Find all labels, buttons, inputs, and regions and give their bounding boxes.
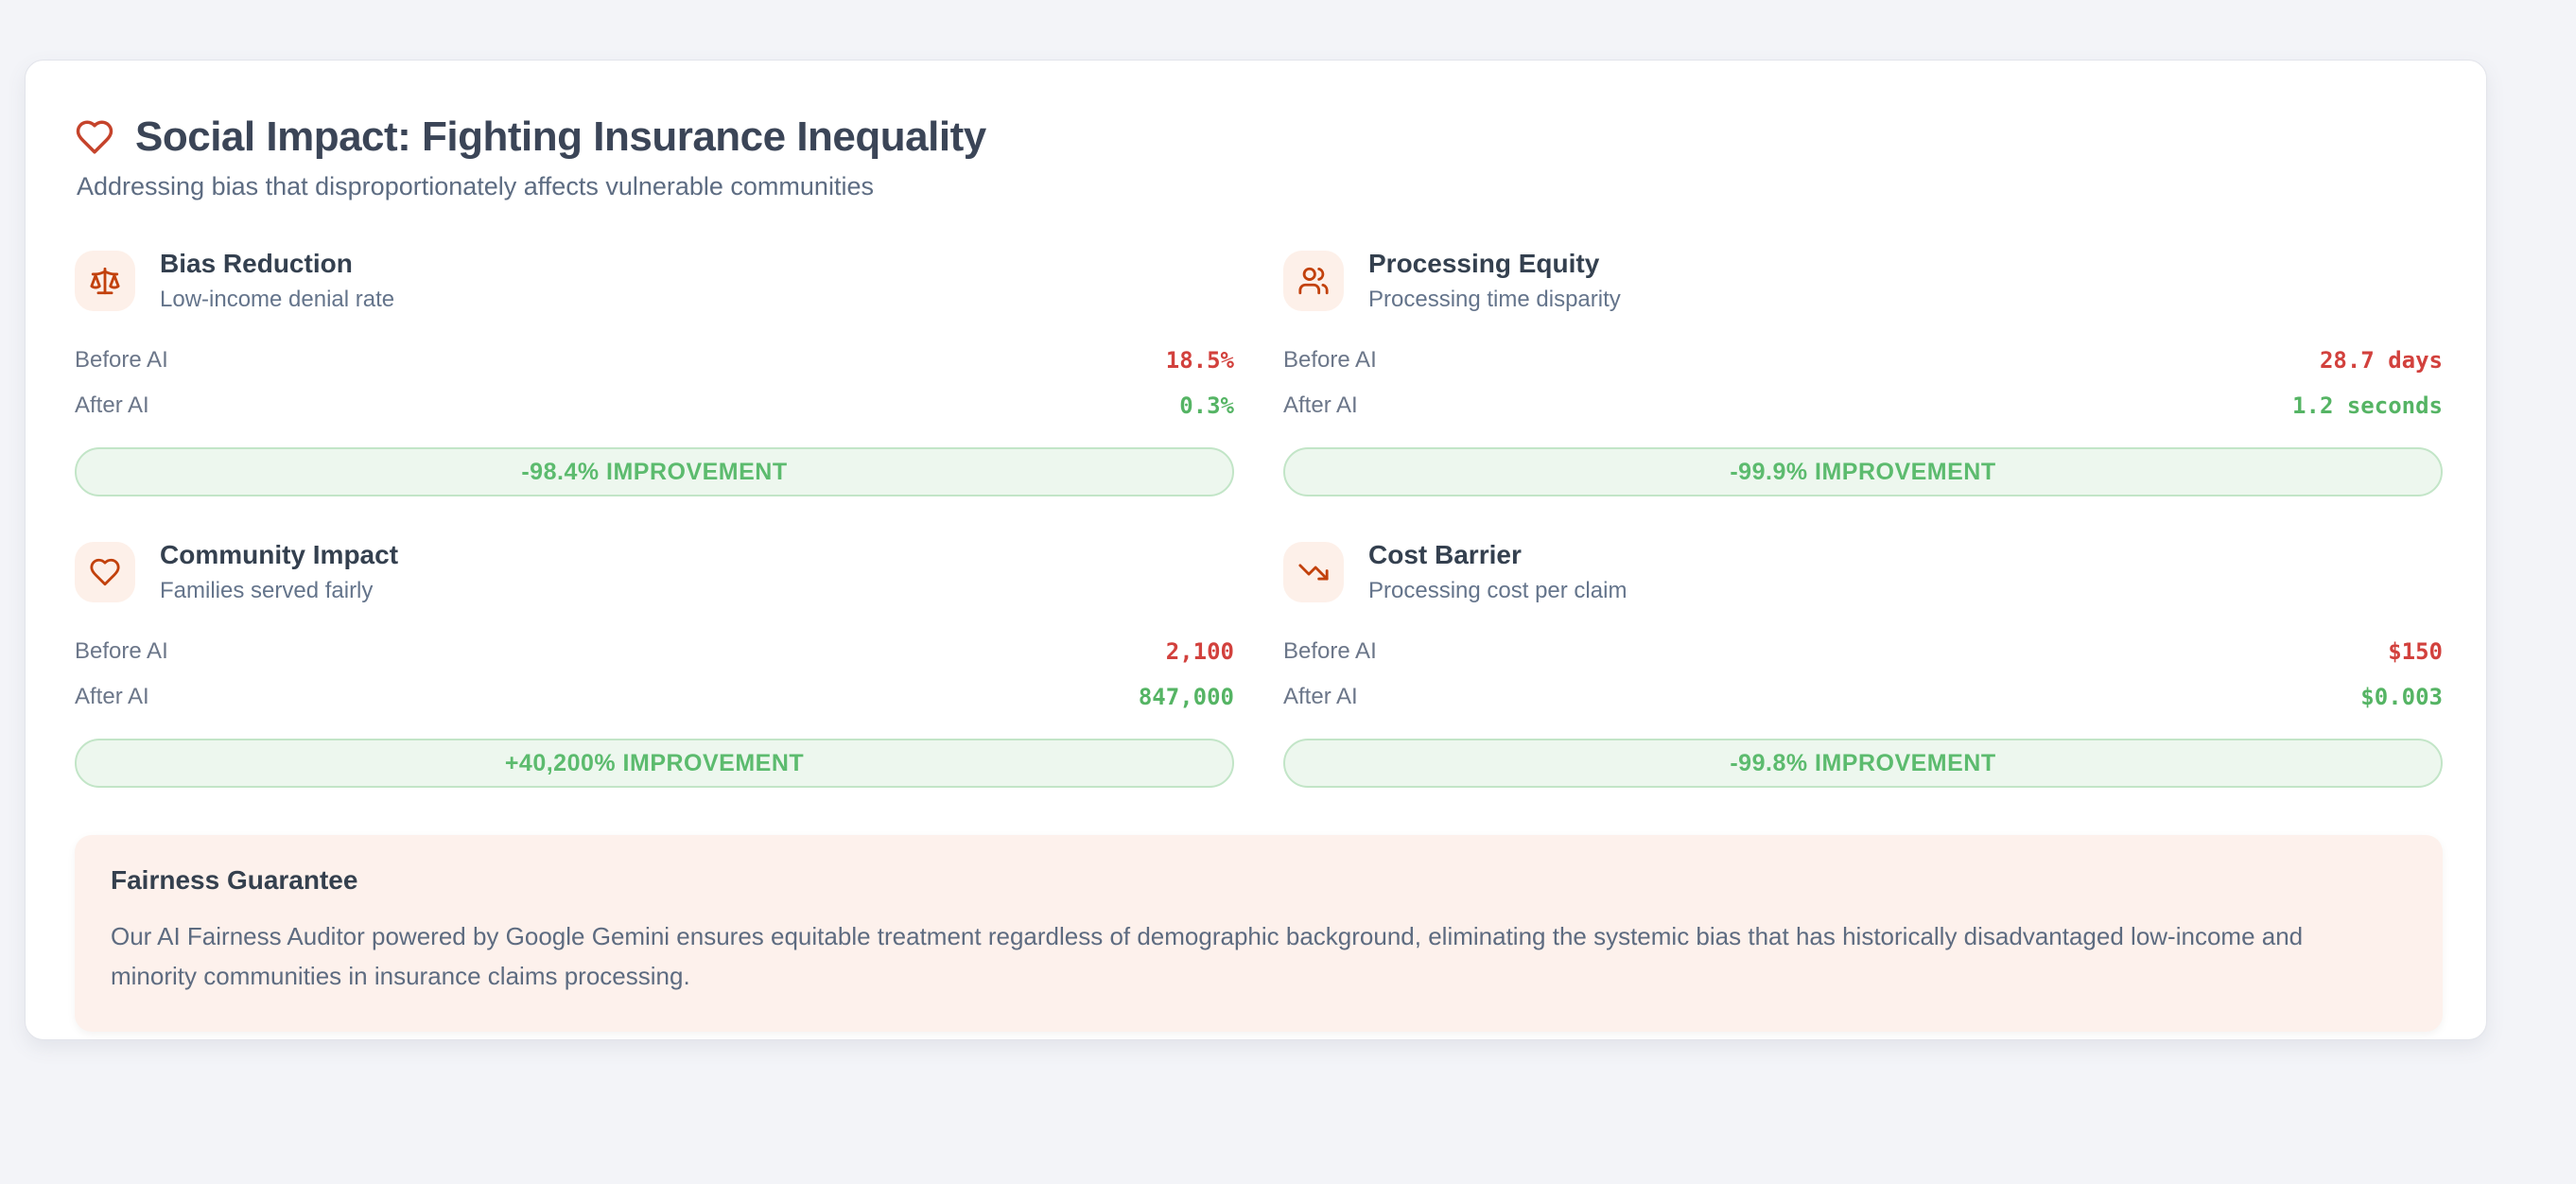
metric-head: Community Impact Families served fairly <box>75 540 1234 604</box>
before-ai-label: Before AI <box>75 638 168 664</box>
improvement-badge: +40,200% IMPROVEMENT <box>75 739 1234 788</box>
after-ai-label: After AI <box>75 392 149 418</box>
metrics-grid: Bias Reduction Low-income denial rate Be… <box>75 249 2443 788</box>
trending-down-icon <box>1283 542 1344 602</box>
after-ai-row: After AI 0.3% <box>75 383 1234 428</box>
improvement-badge: -99.8% IMPROVEMENT <box>1283 739 2443 788</box>
after-ai-label: After AI <box>1283 392 1358 418</box>
heart-icon <box>75 542 135 602</box>
fairness-guarantee-panel: Fairness Guarantee Our AI Fairness Audit… <box>75 835 2443 1033</box>
metric-rows: Before AI 28.7 days After AI 1.2 seconds <box>1283 338 2443 428</box>
metric-subtitle: Processing cost per claim <box>1368 578 1627 603</box>
users-icon <box>1283 251 1344 311</box>
heart-icon <box>75 117 114 157</box>
before-ai-row: Before AI 28.7 days <box>1283 338 2443 383</box>
before-ai-value: $150 <box>2388 638 2443 665</box>
metric-rows: Before AI $150 After AI $0.003 <box>1283 629 2443 720</box>
improvement-badge: -99.9% IMPROVEMENT <box>1283 447 2443 496</box>
scale-icon <box>75 251 135 311</box>
fairness-guarantee-title: Fairness Guarantee <box>111 865 358 895</box>
social-impact-card: Social Impact: Fighting Insurance Inequa… <box>25 60 2487 1040</box>
page-title: Social Impact: Fighting Insurance Inequa… <box>135 113 986 160</box>
after-ai-row: After AI $0.003 <box>1283 674 2443 720</box>
before-ai-label: Before AI <box>1283 347 1377 373</box>
before-ai-row: Before AI 2,100 <box>75 629 1234 674</box>
after-ai-label: After AI <box>75 684 149 709</box>
metric-head: Cost Barrier Processing cost per claim <box>1283 540 2443 604</box>
after-ai-label: After AI <box>1283 684 1358 709</box>
after-ai-value: 847,000 <box>1138 684 1234 710</box>
metric-head: Processing Equity Processing time dispar… <box>1283 249 2443 313</box>
after-ai-row: After AI 1.2 seconds <box>1283 383 2443 428</box>
metric-title: Community Impact <box>160 540 399 569</box>
before-ai-value: 2,100 <box>1165 638 1234 665</box>
before-ai-value: 18.5% <box>1165 347 1234 374</box>
metric-community-impact: Community Impact Families served fairly … <box>75 540 1234 788</box>
after-ai-value: $0.003 <box>2360 684 2443 710</box>
before-ai-label: Before AI <box>1283 638 1377 664</box>
metric-head: Bias Reduction Low-income denial rate <box>75 249 1234 313</box>
metric-bias-reduction: Bias Reduction Low-income denial rate Be… <box>75 249 1234 496</box>
metric-subtitle: Low-income denial rate <box>160 287 395 312</box>
improvement-badge: -98.4% IMPROVEMENT <box>75 447 1234 496</box>
page-subtitle: Addressing bias that disproportionately … <box>77 172 874 200</box>
before-ai-value: 28.7 days <box>2319 347 2443 374</box>
metric-title: Cost Barrier <box>1368 540 1522 569</box>
metric-rows: Before AI 18.5% After AI 0.3% <box>75 338 1234 428</box>
metric-rows: Before AI 2,100 After AI 847,000 <box>75 629 1234 720</box>
metric-processing-equity: Processing Equity Processing time dispar… <box>1283 249 2443 496</box>
metric-subtitle: Processing time disparity <box>1368 287 1621 312</box>
after-ai-value: 0.3% <box>1179 392 1234 419</box>
before-ai-row: Before AI $150 <box>1283 629 2443 674</box>
after-ai-value: 1.2 seconds <box>2292 392 2443 419</box>
card-header: Social Impact: Fighting Insurance Inequa… <box>75 113 2443 161</box>
metric-cost-barrier: Cost Barrier Processing cost per claim B… <box>1283 540 2443 788</box>
metric-title: Processing Equity <box>1368 249 1600 278</box>
metric-subtitle: Families served fairly <box>160 578 374 603</box>
fairness-guarantee-body: Our AI Fairness Auditor powered by Googl… <box>111 922 2304 991</box>
before-ai-row: Before AI 18.5% <box>75 338 1234 383</box>
before-ai-label: Before AI <box>75 347 168 373</box>
after-ai-row: After AI 847,000 <box>75 674 1234 720</box>
metric-title: Bias Reduction <box>160 249 353 278</box>
